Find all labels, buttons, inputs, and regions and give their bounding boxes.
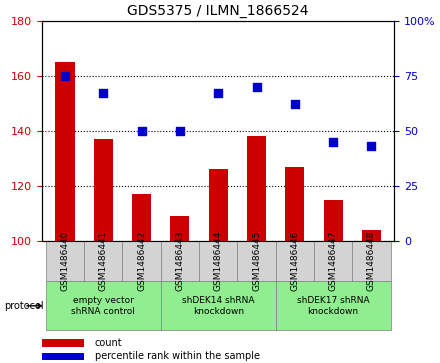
Point	[215, 90, 222, 96]
Bar	[42, 339, 84, 347]
Bar	[42, 353, 84, 360]
Text: GSM1486448: GSM1486448	[367, 231, 376, 291]
Title: GDS5375 / ILMN_1866524: GDS5375 / ILMN_1866524	[128, 4, 309, 18]
Text: GSM1486444: GSM1486444	[214, 231, 223, 291]
FancyBboxPatch shape	[161, 241, 199, 281]
Point	[291, 101, 298, 107]
Text: GSM1486447: GSM1486447	[329, 231, 337, 291]
FancyBboxPatch shape	[46, 281, 161, 330]
Point	[176, 128, 183, 134]
Bar	[132, 194, 151, 241]
Text: count: count	[95, 338, 122, 348]
Point	[138, 128, 145, 134]
Bar	[170, 216, 190, 241]
FancyBboxPatch shape	[352, 241, 391, 281]
Point	[253, 84, 260, 90]
FancyBboxPatch shape	[276, 281, 391, 330]
FancyBboxPatch shape	[276, 241, 314, 281]
Text: GSM1486445: GSM1486445	[252, 231, 261, 291]
Text: percentile rank within the sample: percentile rank within the sample	[95, 351, 260, 362]
FancyBboxPatch shape	[46, 241, 84, 281]
FancyBboxPatch shape	[122, 241, 161, 281]
FancyBboxPatch shape	[84, 241, 122, 281]
Text: empty vector
shRNA control: empty vector shRNA control	[71, 296, 135, 315]
Point	[62, 73, 69, 78]
Bar	[247, 136, 266, 241]
FancyBboxPatch shape	[237, 241, 276, 281]
Point	[100, 90, 107, 96]
Bar	[209, 169, 228, 241]
Bar	[362, 230, 381, 241]
Point	[368, 143, 375, 149]
Text: shDEK17 shRNA
knockdown: shDEK17 shRNA knockdown	[297, 296, 370, 315]
Text: GSM1486440: GSM1486440	[60, 231, 70, 291]
Bar	[55, 62, 74, 241]
Point	[330, 139, 337, 145]
Bar	[94, 139, 113, 241]
FancyBboxPatch shape	[161, 281, 276, 330]
Bar	[323, 200, 343, 241]
FancyBboxPatch shape	[314, 241, 352, 281]
Text: protocol: protocol	[4, 301, 44, 311]
Text: GSM1486442: GSM1486442	[137, 231, 146, 291]
FancyBboxPatch shape	[199, 241, 237, 281]
Text: GSM1486446: GSM1486446	[290, 231, 299, 291]
Text: shDEK14 shRNA
knockdown: shDEK14 shRNA knockdown	[182, 296, 254, 315]
Text: GSM1486441: GSM1486441	[99, 231, 108, 291]
Bar	[285, 167, 304, 241]
Text: GSM1486443: GSM1486443	[176, 231, 184, 291]
